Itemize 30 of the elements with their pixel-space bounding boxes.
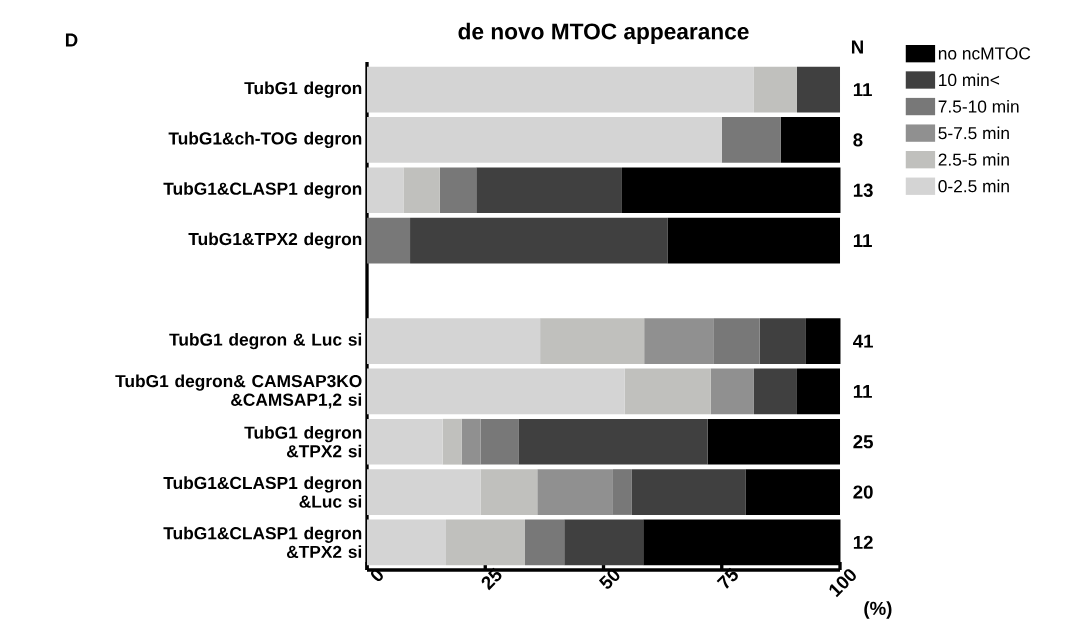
legend-label: 0-2.5 min: [938, 179, 1009, 193]
chart-title: de novo MTOC appearance: [458, 22, 749, 44]
text: 11: [853, 83, 872, 97]
y-tick-label: TubG1&ch-TOG degron: [168, 131, 362, 149]
text: D: [65, 33, 78, 47]
y-tick-label: TubG1&CLASP1 degron: [163, 182, 362, 199]
x-tick-label: 25: [481, 567, 502, 591]
text: 25: [853, 435, 873, 449]
text: 12: [853, 535, 873, 549]
text: N: [851, 40, 863, 54]
y-tick-label: TubG1&CLASP1 degron &Luc si: [163, 476, 362, 508]
y-tick-label: TubG1&CLASP1 degron &TPX2 si: [163, 526, 362, 559]
y-tick-label: TubG1&TPX2 degron: [188, 232, 362, 249]
legend-label: 7.5-10 min: [938, 99, 1019, 113]
y-tick-label: TubG1 degron & Luc si: [169, 333, 362, 350]
legend-label: 10 min<: [939, 73, 1000, 87]
legend-label: no ncMTOC: [938, 47, 1031, 60]
text: 11: [853, 234, 872, 247]
y-tick-label: TubG1 degron: [244, 81, 362, 98]
y-tick-label: TubG1 degron &TPX2 si: [244, 426, 362, 458]
legend-label: 2.5-5 min: [938, 153, 1009, 166]
text: 13: [853, 183, 873, 197]
x-tick-label: 100: [829, 569, 856, 598]
text: 8: [853, 133, 863, 147]
legend-label: 5-7.5 min: [938, 126, 1009, 140]
text: 41: [853, 334, 873, 348]
text: 20: [853, 485, 873, 499]
x-axis-title: (%): [864, 601, 892, 619]
y-tick-label: TubG1 degron& CAMSAP3KO &CAMSAP1,2 si: [115, 374, 362, 409]
text: 11: [853, 385, 872, 398]
